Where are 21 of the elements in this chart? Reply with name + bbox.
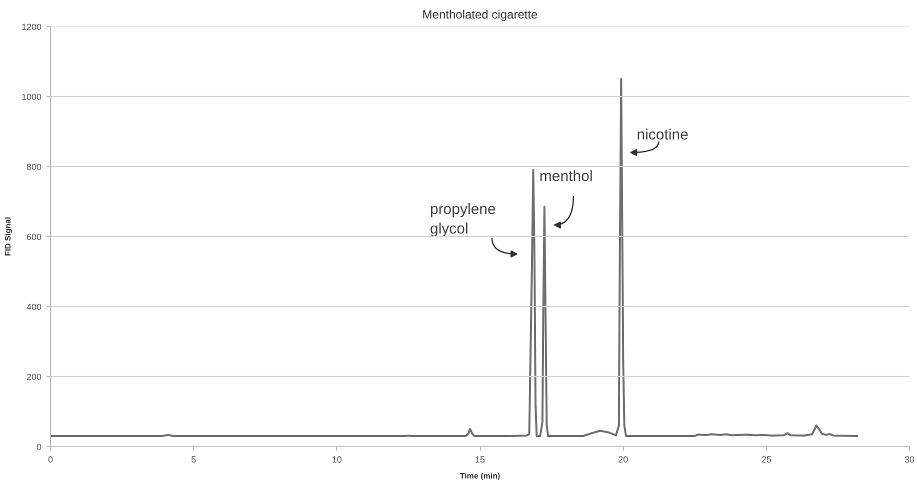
y-tick-label: 400 [26,302,42,312]
y-tick-label: 1000 [21,92,42,102]
chart-title: Mentholated cigarette [422,8,538,22]
x-tick-label: 20 [618,454,628,464]
y-tick-label: 0 [36,442,42,452]
y-tick-label: 600 [26,232,42,242]
y-tick-label: 800 [26,162,42,172]
x-tick-label: 10 [332,454,342,464]
line-series [50,78,859,437]
y-axis-title: FID Signal [3,216,12,256]
x-tick-label: 0 [48,454,54,464]
y-tick-label: 200 [26,372,42,382]
x-axis-title: Time (min) [460,472,500,480]
x-tick-label: 5 [191,454,196,464]
annotation: menthol [539,168,593,185]
x-tick-label: 15 [474,454,486,464]
x-tick-label: 25 [761,454,772,464]
annotation: propylene glycol [430,201,496,238]
annotation: nicotine [636,126,688,144]
y-tick-label: 1200 [21,22,42,32]
x-tick-label: 30 [904,454,915,464]
